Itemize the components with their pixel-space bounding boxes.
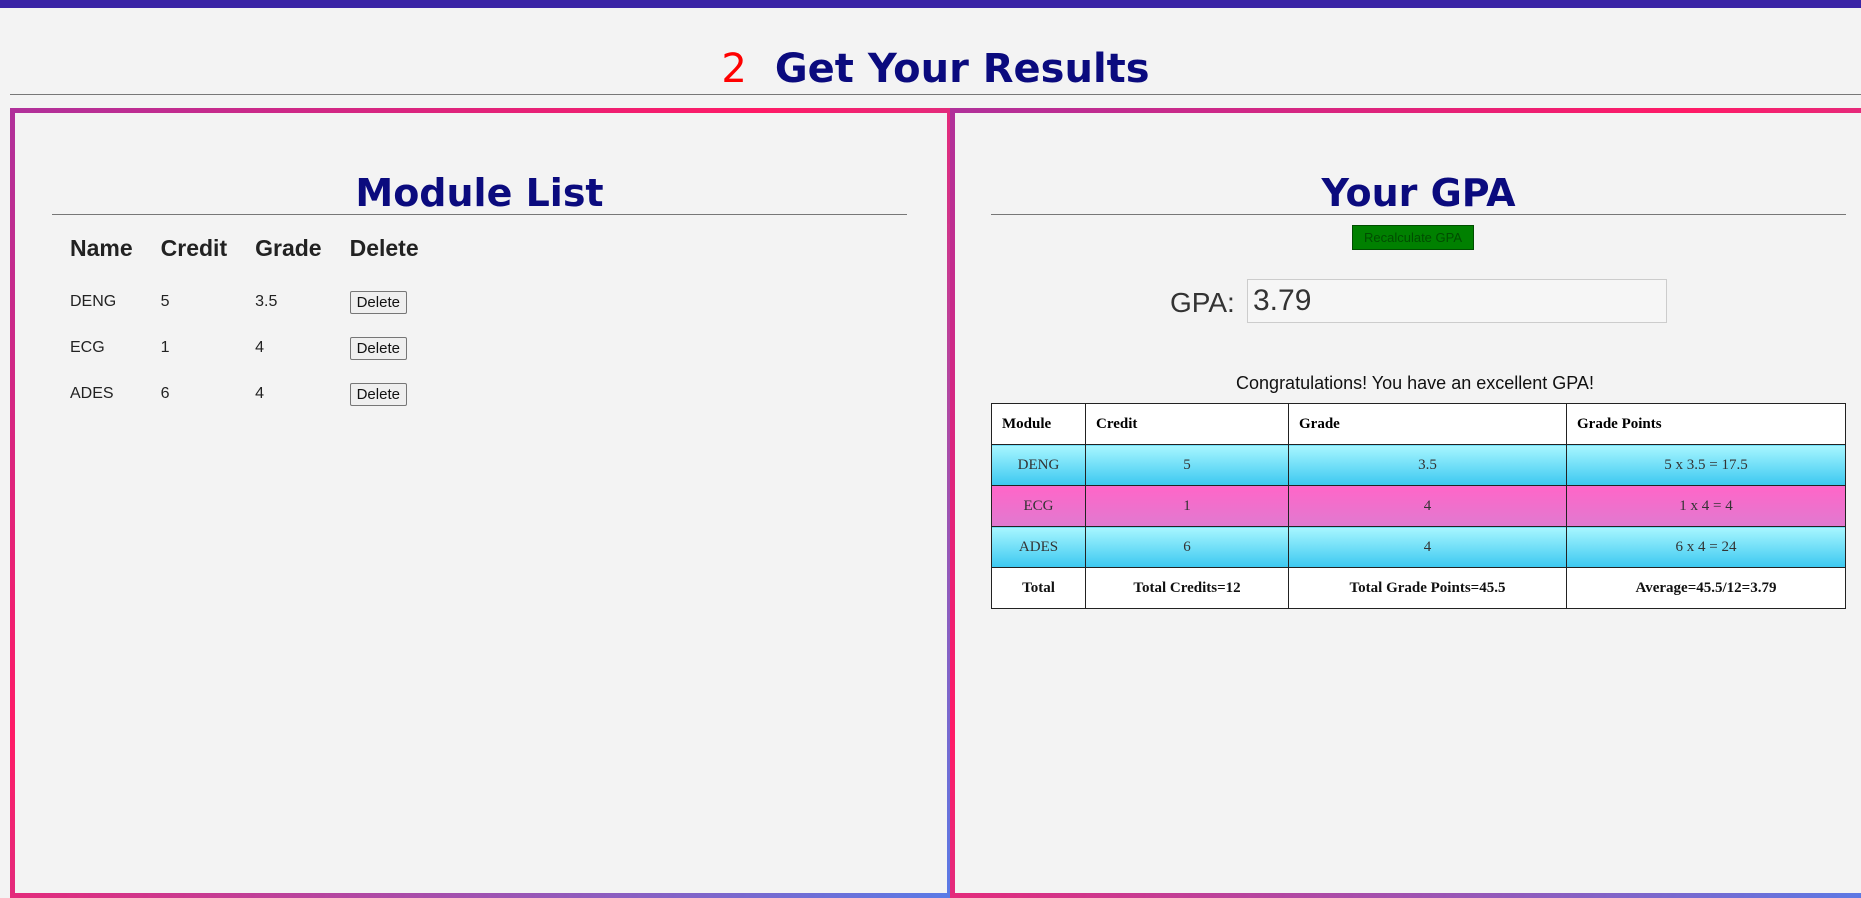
module-list-table: Name Credit Grade Delete DENG 5 3.5 Dele… <box>62 231 439 417</box>
delete-cell: Delete <box>342 279 439 325</box>
header-credit: Credit <box>1085 403 1289 445</box>
section-divider <box>10 94 1861 95</box>
module-grade: 4 <box>255 385 265 402</box>
module-list-title: Module List <box>355 171 604 215</box>
result-credit: 6 <box>1085 526 1289 568</box>
results-header-row: Module Credit Grade Grade Points <box>991 403 1846 445</box>
section-title: Get Your Results <box>774 46 1150 92</box>
header-name: Name <box>70 234 133 261</box>
result-module: ECG <box>991 485 1086 527</box>
top-bar <box>0 0 1861 8</box>
header-grade: Grade <box>255 234 322 261</box>
header-delete: Delete <box>349 234 419 261</box>
total-label: Total <box>991 567 1086 609</box>
total-grade-points: Total Grade Points=45.5 <box>1288 567 1567 609</box>
gpa-label: GPA: <box>1170 287 1235 318</box>
delete-cell: Delete <box>342 371 439 417</box>
header-credit: Credit <box>160 234 228 261</box>
module-list-panel: Module List Name Credit Grade Delete DEN… <box>10 108 952 898</box>
module-credit: 1 <box>160 339 170 356</box>
grade-points-table: Module Credit Grade Grade Points DENG 5 … <box>991 403 1846 609</box>
result-points: 1 x 4 = 4 <box>1566 485 1846 527</box>
gpa-title: Your GPA <box>1321 171 1516 215</box>
result-grade: 4 <box>1288 526 1567 568</box>
results-row: DENG 5 3.5 5 x 3.5 = 17.5 <box>991 444 1846 486</box>
module-credit: 5 <box>160 293 170 310</box>
gpa-row: GPA: <box>955 279 1861 325</box>
total-credits: Total Credits=12 <box>1085 567 1289 609</box>
results-row: ADES 6 4 6 x 4 = 24 <box>991 526 1846 568</box>
gpa-panel: Your GPA Recalculate GPA GPA: Congratula… <box>950 108 1861 898</box>
result-credit: 1 <box>1085 485 1289 527</box>
module-list-header-row: Name Credit Grade Delete <box>62 231 439 279</box>
result-points: 6 x 4 = 24 <box>1566 526 1846 568</box>
delete-button[interactable]: Delete <box>349 382 407 406</box>
header-grade-points: Grade Points <box>1566 403 1846 445</box>
module-grade: 4 <box>255 339 265 356</box>
total-average: Average=45.5/12=3.79 <box>1566 567 1846 609</box>
result-grade: 3.5 <box>1288 444 1567 486</box>
header-grade: Grade <box>1288 403 1567 445</box>
module-row: ADES 6 4 Delete <box>62 371 439 417</box>
module-credit: 6 <box>160 385 170 402</box>
module-name: ADES <box>70 385 114 402</box>
delete-button[interactable]: Delete <box>349 290 407 314</box>
module-grade: 3.5 <box>255 293 278 310</box>
result-module: ADES <box>991 526 1086 568</box>
recalculate-gpa-button[interactable]: Recalculate GPA <box>1352 225 1474 250</box>
delete-button[interactable]: Delete <box>349 336 407 360</box>
result-credit: 5 <box>1085 444 1289 486</box>
step-number: 2 <box>721 46 747 92</box>
module-name: DENG <box>70 293 117 310</box>
results-row: ECG 1 4 1 x 4 = 4 <box>991 485 1846 527</box>
result-module: DENG <box>991 444 1086 486</box>
module-row: DENG 5 3.5 Delete <box>62 279 439 325</box>
gpa-field[interactable] <box>1247 279 1667 323</box>
gpa-message: Congratulations! You have an excellent G… <box>1236 373 1594 393</box>
header-module: Module <box>991 403 1086 445</box>
section-header: 2 Get Your Results <box>10 44 1861 94</box>
module-list-divider <box>52 214 907 215</box>
result-grade: 4 <box>1288 485 1567 527</box>
module-name: ECG <box>70 339 105 356</box>
delete-cell: Delete <box>342 325 439 371</box>
result-points: 5 x 3.5 = 17.5 <box>1566 444 1846 486</box>
module-row: ECG 1 4 Delete <box>62 325 439 371</box>
gpa-divider <box>991 214 1846 215</box>
results-total-row: Total Total Credits=12 Total Grade Point… <box>991 567 1846 609</box>
